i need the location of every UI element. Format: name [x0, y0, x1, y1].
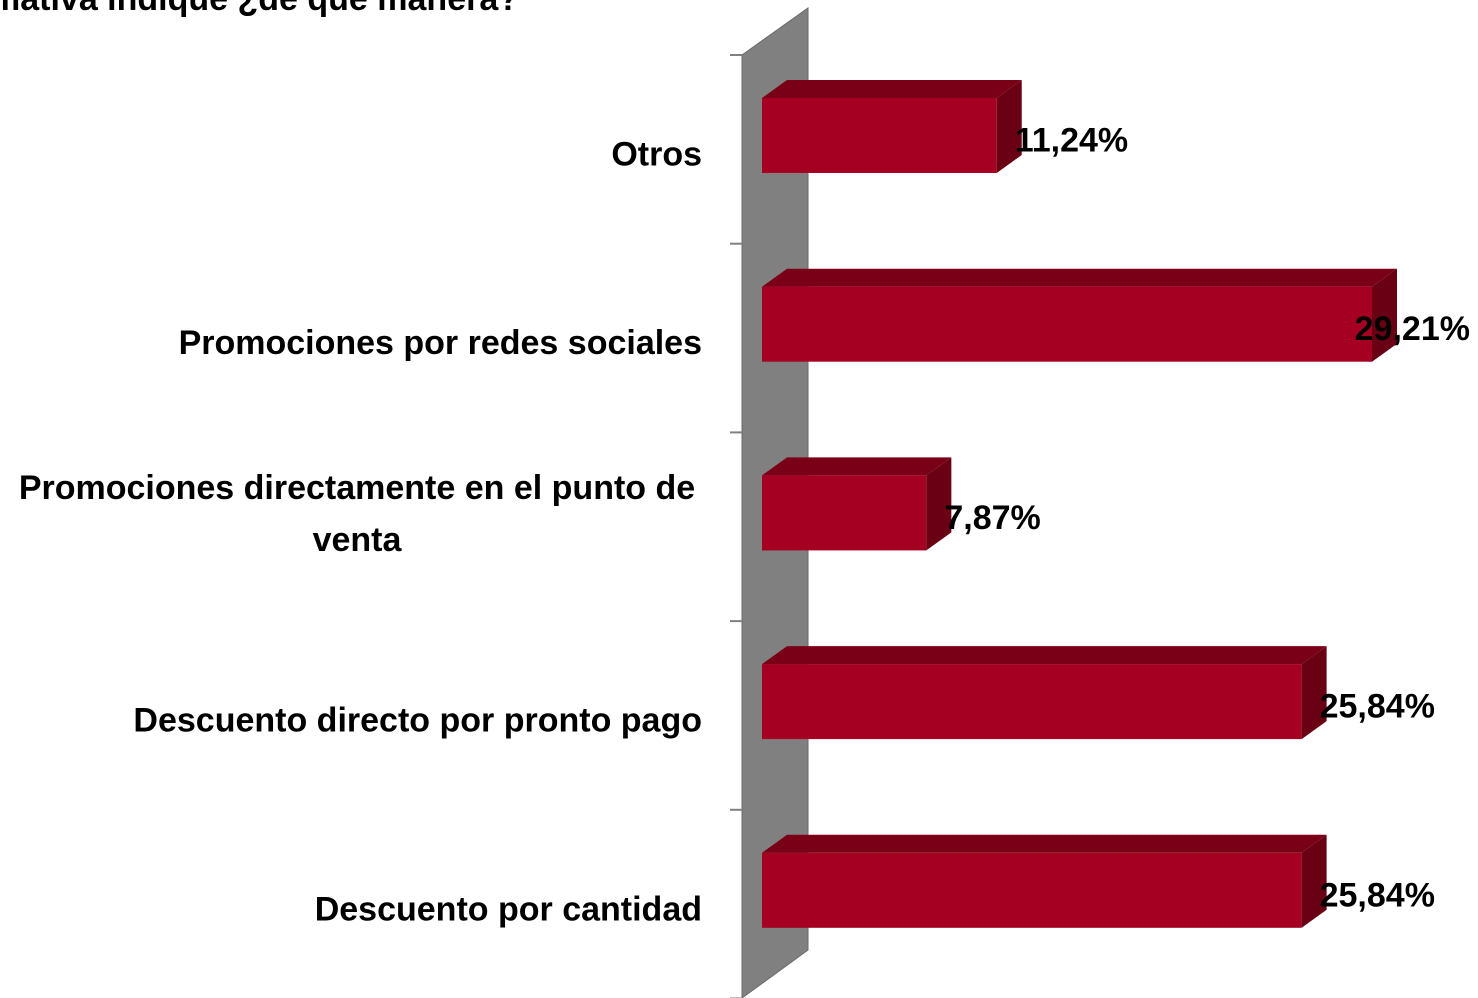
bar-top: [762, 457, 952, 476]
bar-front: [762, 475, 927, 551]
bar-front: [762, 852, 1302, 928]
bar-side: [1301, 834, 1327, 928]
category-label: Descuento directo por pronto pago: [133, 702, 702, 740]
bar-front: [762, 98, 997, 173]
bar-top: [762, 646, 1327, 665]
category-label-line: venta: [313, 521, 403, 559]
bar: [762, 268, 1397, 362]
bar-top: [762, 834, 1327, 853]
category-label: Promociones por redes sociales: [179, 324, 702, 362]
bar-front: [762, 286, 1372, 362]
chart-title: mativa indique ¿de qué manera?: [0, 0, 519, 18]
value-label: 29,21%: [1355, 310, 1470, 348]
bar: [762, 80, 1022, 173]
category-label: Otros: [611, 136, 702, 174]
category-label-line: Promociones directamente en el punto de: [19, 469, 695, 507]
bar-side: [1372, 268, 1397, 362]
bar-front: [762, 664, 1302, 740]
value-label: 25,84%: [1320, 688, 1435, 726]
bar: [762, 834, 1327, 928]
value-label: 7,87%: [944, 499, 1040, 537]
category-label: Promociones directamente en el punto de v…: [19, 469, 695, 559]
bar-top: [762, 80, 1022, 98]
value-label: 25,84%: [1320, 876, 1435, 914]
value-label: 11,24%: [1015, 122, 1128, 160]
category-label: Descuento por cantidad: [315, 890, 702, 928]
bar-top: [762, 268, 1397, 287]
bar-side: [1301, 646, 1327, 740]
bar-side: [996, 80, 1022, 173]
bar: [762, 646, 1327, 740]
bar: [762, 457, 952, 551]
bar-side: [926, 457, 952, 551]
